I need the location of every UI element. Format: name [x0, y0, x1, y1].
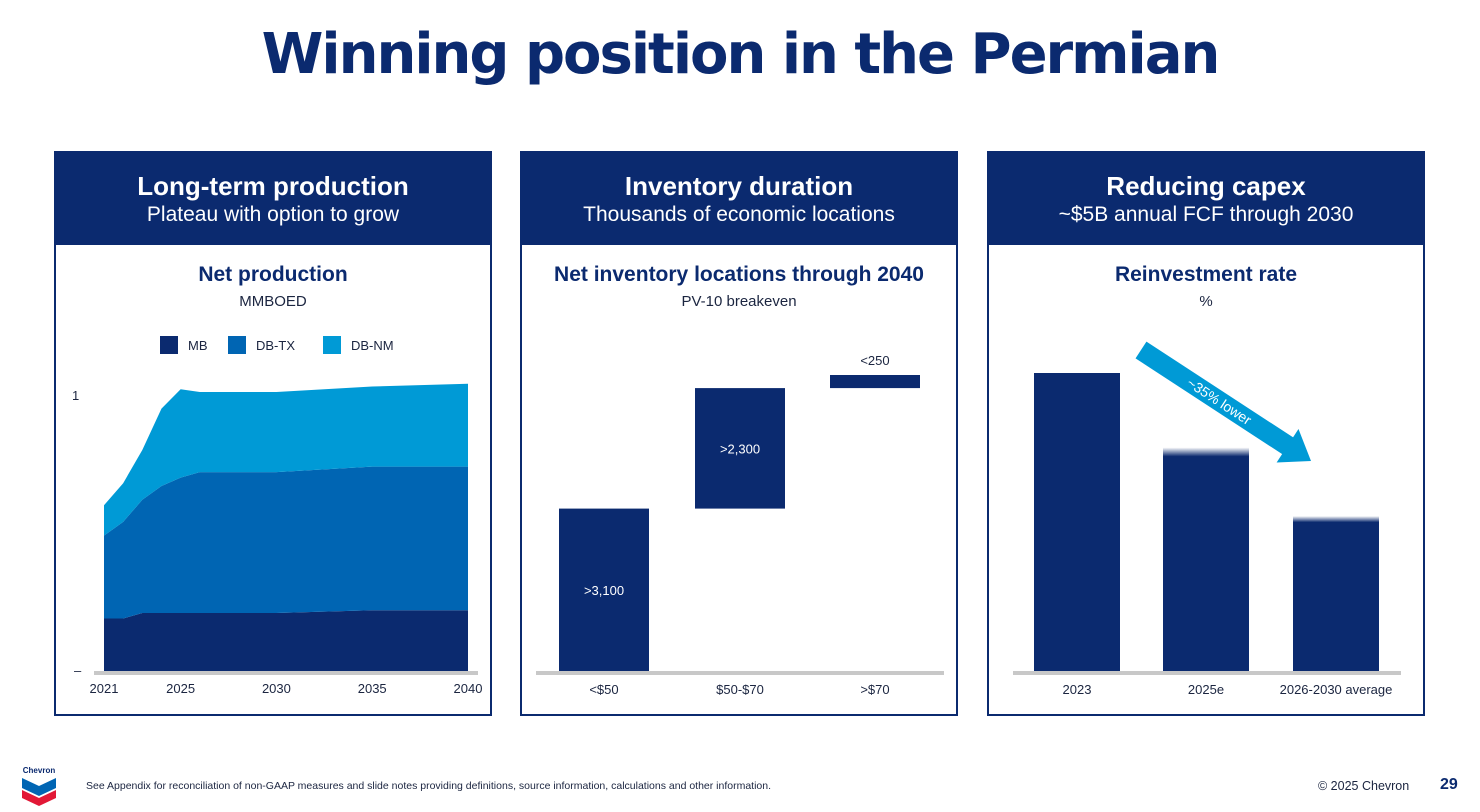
panel-header: Inventory duration Thousands of economic… [522, 153, 956, 245]
x-category-label: 2025e [1188, 682, 1224, 697]
x-axis-line [1013, 671, 1401, 675]
reinvestment-rate-chart: 2023 2025e 2026-2030 average ~35% lower [1013, 341, 1401, 697]
chart-title: Net inventory locations through 2040 [554, 263, 924, 286]
page-number: 29 [1440, 776, 1458, 793]
legend-swatch-db-nm [323, 336, 341, 354]
bar-3 [830, 375, 920, 389]
legend-label-mb: MB [188, 338, 208, 353]
slide-title: Winning position in the Permian [261, 22, 1221, 87]
chart-subtitle: MMBOED [239, 293, 307, 310]
x-axis-line [94, 671, 478, 675]
chart-title: Net production [198, 263, 348, 286]
arrow-shaft [1135, 341, 1295, 456]
area-series-db-nm [104, 383, 468, 536]
bar-2025e [1163, 447, 1249, 671]
bar-data-label: >3,100 [584, 583, 624, 598]
bar-2 [695, 388, 785, 509]
panel-subheading: Plateau with option to grow [146, 203, 400, 226]
panel-subheading: ~$5B annual FCF through 2030 [1058, 203, 1354, 226]
panel-reducing-capex: Reducing capex ~$5B annual FCF through 2… [987, 151, 1425, 716]
x-category-label: 2023 [1063, 682, 1092, 697]
chart-subtitle: PV-10 breakeven [681, 293, 797, 310]
x-category-label: 2026-2030 average [1280, 682, 1393, 697]
panel-heading: Long-term production [137, 171, 409, 201]
bar-data-label: <250 [860, 353, 889, 368]
logo-text: Chevron [22, 766, 56, 775]
y-tick-label: – [74, 663, 82, 678]
x-category-label: >$70 [860, 682, 889, 697]
legend-swatch-mb [160, 336, 178, 354]
area-series-mb [104, 610, 468, 671]
x-axis-line [536, 671, 944, 675]
x-category-label: <$50 [589, 682, 618, 697]
x-tick-label: 2030 [262, 681, 291, 696]
x-tick-label: 2040 [454, 681, 483, 696]
net-production-chart: MB DB-TX DB-NM 1 –2021 2025 2030 2035 2040 [72, 336, 483, 696]
arrow-annotation-label: ~35% lower [1184, 374, 1255, 428]
chevron-logo: Chevron [20, 766, 58, 806]
chart-title: Reinvestment rate [1114, 263, 1298, 286]
x-tick-label: 2025 [166, 681, 195, 696]
x-category-label: $50-$70 [716, 682, 764, 697]
legend-label-db-nm: DB-NM [351, 338, 394, 353]
copyright: © 2025 Chevron [1318, 779, 1410, 793]
legend-label-db-tx: DB-TX [256, 338, 295, 353]
bar-2026-2030-average [1293, 516, 1379, 671]
panel-header: Long-term production Plateau with option… [56, 153, 490, 245]
panel-header: Reducing capex ~$5B annual FCF through 2… [989, 153, 1423, 245]
panel-heading: Inventory duration [624, 171, 854, 201]
x-tick-label: 2035 [358, 681, 387, 696]
bar-data-label: >2,300 [720, 441, 760, 456]
bar-2023 [1034, 373, 1120, 671]
x-tick-label: 2021 [90, 681, 119, 696]
chart-subtitle: % [1199, 293, 1213, 310]
panel-subheading: Thousands of economic locations [583, 203, 895, 226]
arrow-head [1276, 428, 1312, 463]
panel-long-term-production: Long-term production Plateau with option… [54, 151, 492, 716]
y-tick-label: 1 [72, 388, 79, 403]
chevron-logo-icon [22, 778, 56, 806]
panel-heading: Reducing capex [1106, 171, 1306, 201]
panel-inventory-duration: Inventory duration Thousands of economic… [520, 151, 958, 716]
footnote: See Appendix for reconciliation of non-G… [86, 780, 772, 792]
area-series-db-tx [104, 466, 468, 619]
bar-1 [559, 508, 649, 671]
legend-swatch-db-tx [228, 336, 246, 354]
inventory-locations-chart: >3,100 >2,300 <250 <$50 $50-$70 >$70 [536, 353, 944, 697]
